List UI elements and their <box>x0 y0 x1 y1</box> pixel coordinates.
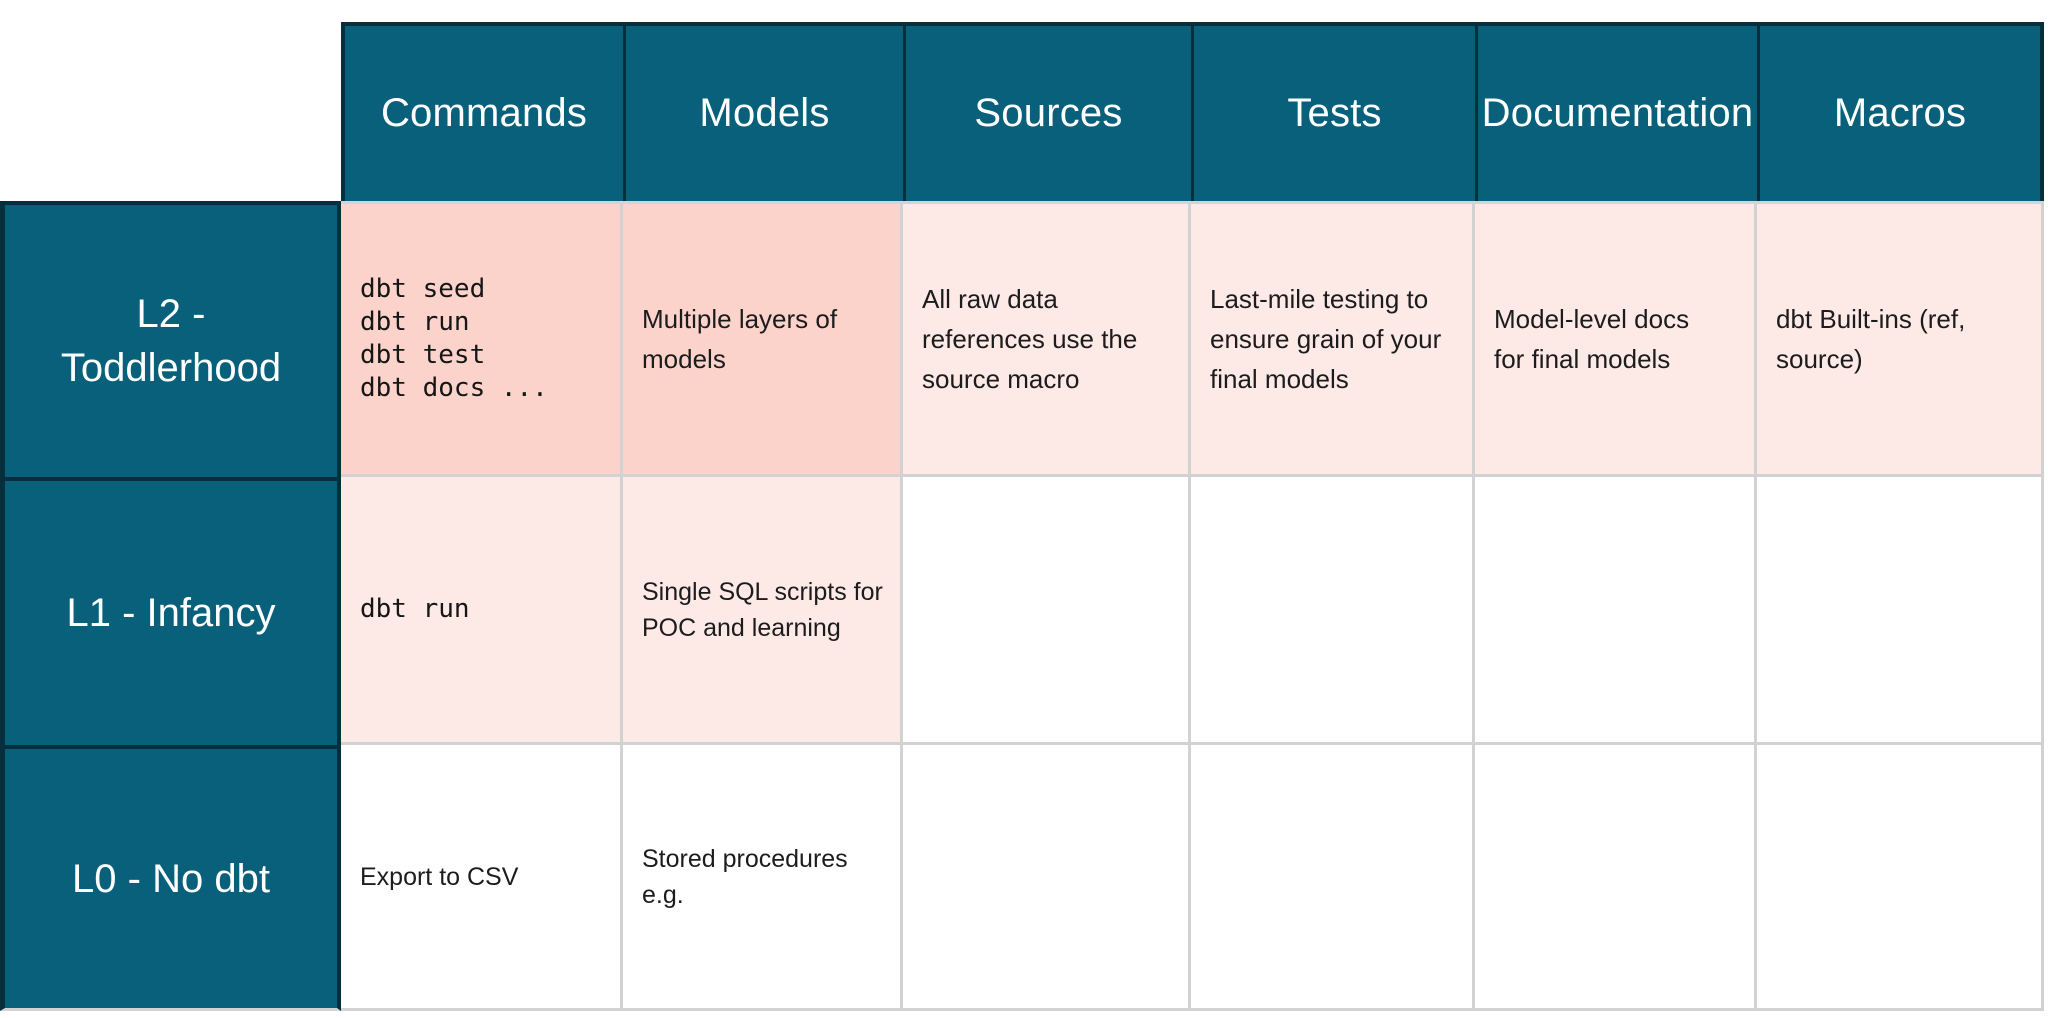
cell-l2-commands: dbt seed dbt run dbt test dbt docs ... <box>341 201 623 477</box>
cell-text: Model-level docs for final models <box>1494 304 1690 374</box>
column-header-commands: Commands <box>341 22 623 201</box>
code-block: dbt seed dbt run dbt test dbt docs ... <box>360 273 548 405</box>
cell-text: Stored procedures e.g. <box>642 844 848 909</box>
column-header-documentation: Documentation <box>1475 22 1757 201</box>
cell-l2-tests: Last-mile testing to ensure grain of you… <box>1191 201 1475 477</box>
cell-text: Last-mile testing to ensure grain of you… <box>1210 284 1442 394</box>
row-header-l1-infancy: L1 - Infancy <box>0 477 341 745</box>
cell-l2-sources: All raw data references use the source m… <box>903 201 1191 477</box>
cell-l0-commands: Export to CSV <box>341 745 623 1011</box>
code-line: dbt docs ... <box>360 373 548 403</box>
column-header-models: Models <box>623 22 903 201</box>
column-header-sources: Sources <box>903 22 1191 201</box>
column-header-macros: Macros <box>1757 22 2044 201</box>
corner-cell <box>0 22 341 201</box>
cell-l2-macros: dbt Built-ins (ref, source) <box>1757 201 2044 477</box>
cell-l1-documentation-empty <box>1475 477 1757 745</box>
cell-l0-documentation-empty <box>1475 745 1757 1011</box>
code-line: dbt seed <box>360 274 486 304</box>
cell-l1-commands: dbt run <box>341 477 623 745</box>
cell-text: Export to CSV <box>360 862 519 891</box>
cell-l2-documentation: Model-level docs for final models <box>1475 201 1757 477</box>
code-block: dbt run <box>360 593 470 626</box>
row-header-l2-toddlerhood: L2 - Toddlerhood <box>0 201 341 477</box>
column-header-tests: Tests <box>1191 22 1475 201</box>
cell-text: Multiple layers of models <box>642 304 838 374</box>
cell-l0-models: Stored procedures e.g. <box>623 745 903 1011</box>
row-header-l0-no-dbt: L0 - No dbt <box>0 745 341 1011</box>
cell-l0-macros-empty <box>1757 745 2044 1011</box>
cell-text: All raw data references use the source m… <box>922 284 1138 394</box>
code-line: dbt test <box>360 340 486 370</box>
cell-l0-sources-empty <box>903 745 1191 1011</box>
code-line: dbt run <box>360 594 470 624</box>
cell-l1-tests-empty <box>1191 477 1475 745</box>
cell-l1-models: Single SQL scripts for POC and learning <box>623 477 903 745</box>
cell-text: dbt Built-ins (ref, source) <box>1776 304 1966 374</box>
cell-l1-macros-empty <box>1757 477 2044 745</box>
cell-l0-tests-empty <box>1191 745 1475 1011</box>
cell-l1-sources-empty <box>903 477 1191 745</box>
top-margin <box>0 0 2044 22</box>
cell-l2-models: Multiple layers of models <box>623 201 903 477</box>
code-line: dbt run <box>360 307 470 337</box>
cell-text: Single SQL scripts for POC and learning <box>642 577 883 642</box>
